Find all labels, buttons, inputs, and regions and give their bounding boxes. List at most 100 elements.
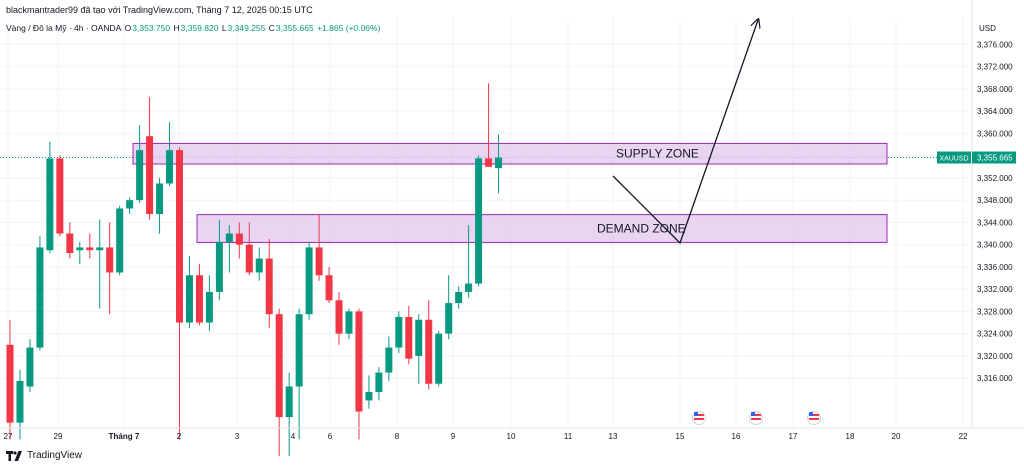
flag-stripe	[694, 418, 704, 420]
candle-body	[345, 311, 353, 334]
drawings-layer	[612, 20, 758, 245]
candle-body	[485, 158, 493, 167]
candle-body	[16, 380, 24, 423]
footer-brand[interactable]: TradingView	[6, 450, 82, 461]
low-label: L	[221, 23, 227, 33]
candle-body	[425, 319, 433, 384]
candle	[475, 155, 483, 287]
candle	[265, 239, 273, 329]
ticker-label: XAUUSD	[939, 156, 968, 163]
time-tick-label: 8	[395, 432, 400, 441]
candle-body	[395, 316, 403, 348]
flag-stripe	[809, 418, 819, 420]
price-tick-label: 3,324.000	[977, 330, 1013, 339]
candle	[46, 141, 54, 253]
open-label: O	[124, 23, 132, 33]
time-tick-label: 6	[328, 432, 333, 441]
symbol-name[interactable]: Vàng / Đô la Mỹ · 4h · OANDA	[6, 23, 122, 33]
time-axis[interactable]: 27 29 Tháng 7 2 3 4 6 8 9 10 11 13 15 16 17 18 20 22	[0, 427, 1024, 441]
time-tick-label: 15	[676, 432, 685, 441]
price-tick-label: 3,372.000	[977, 63, 1013, 72]
price-tick-label: 3,360.000	[977, 129, 1013, 138]
time-tick-label: 17	[789, 432, 798, 441]
brand-name: TradingView	[27, 450, 83, 461]
candle-body	[305, 247, 313, 315]
candle-body	[455, 291, 463, 304]
candle-body	[86, 247, 94, 251]
candle	[86, 233, 94, 259]
low-value: 3,349.255	[227, 23, 266, 33]
last-price-badge	[972, 151, 1016, 164]
currency-label: USD	[979, 24, 996, 33]
candle	[465, 225, 473, 298]
price-axis[interactable]: 3,316.000 3,320.000 3,324.000 3,328.000 3,33…	[937, 0, 1016, 428]
candle-body	[365, 392, 373, 401]
candle-body	[46, 158, 54, 251]
ohlc-legend: Vàng / Đô la Mỹ · 4h · OANDA O3,353.750 …	[6, 22, 826, 34]
candle	[185, 255, 193, 329]
time-tick-label: 27	[4, 432, 13, 441]
candle	[16, 369, 24, 440]
us-flag-event-icon	[807, 411, 821, 425]
candle	[175, 147, 183, 440]
ticker-badge	[937, 151, 971, 164]
candle-body	[495, 157, 503, 169]
candle-body	[325, 275, 333, 301]
time-tick-label: Tháng 7	[109, 432, 140, 441]
candle-body	[375, 372, 383, 393]
candle-body	[385, 347, 393, 373]
candle-body	[285, 386, 293, 418]
candle-body	[175, 150, 183, 323]
time-tick-label: 9	[451, 432, 456, 441]
candle-body	[26, 347, 34, 387]
price-tick-label: 3,376.000	[977, 40, 1013, 49]
open-value: 3,353.750	[132, 23, 171, 33]
candle-body	[445, 303, 453, 334]
candle	[116, 205, 124, 276]
price-tick-label: 3,340.000	[977, 241, 1013, 250]
candle	[126, 197, 134, 215]
candle-body	[255, 258, 263, 273]
candle-body	[315, 247, 323, 276]
candle-body	[116, 208, 124, 273]
candle-body	[275, 314, 283, 418]
us-flag-event-icon	[749, 411, 763, 425]
zones-layer: SUPPLY ZONE DEMAND ZONE	[132, 142, 888, 243]
flag-stripe	[751, 414, 761, 416]
demand-zone-label: DEMAND ZONE	[597, 222, 686, 236]
candle	[76, 241, 84, 265]
candle	[106, 222, 114, 315]
candle	[375, 367, 383, 401]
time-tick-label: 13	[609, 432, 618, 441]
candle	[215, 219, 223, 301]
candle-body	[136, 150, 144, 201]
candle	[385, 336, 393, 381]
candle-body	[415, 319, 423, 356]
candle	[6, 319, 14, 440]
candle	[36, 236, 44, 351]
last-price-label: 3,355.665	[977, 154, 1013, 163]
candle	[156, 177, 164, 234]
candle	[166, 122, 174, 187]
candle	[405, 305, 413, 365]
price-tick-label: 3,332.000	[977, 285, 1013, 294]
candle-body	[195, 275, 203, 323]
candle	[225, 225, 233, 273]
candle-body	[235, 233, 243, 245]
time-tick-label: 11	[564, 432, 573, 441]
high-label: H	[173, 23, 180, 33]
candle	[136, 125, 144, 203]
candle-body	[465, 283, 473, 292]
price-tick-label: 3,348.000	[977, 196, 1013, 205]
candle	[355, 308, 363, 440]
close-label: C	[268, 23, 275, 33]
candle	[325, 266, 333, 304]
flag-stripe	[751, 418, 761, 420]
flag-stripe	[694, 414, 704, 416]
candle	[26, 339, 34, 393]
demand-zone	[196, 214, 888, 243]
flag-stripe	[809, 414, 819, 416]
candle	[275, 308, 283, 457]
time-tick-label: 3	[235, 432, 240, 441]
